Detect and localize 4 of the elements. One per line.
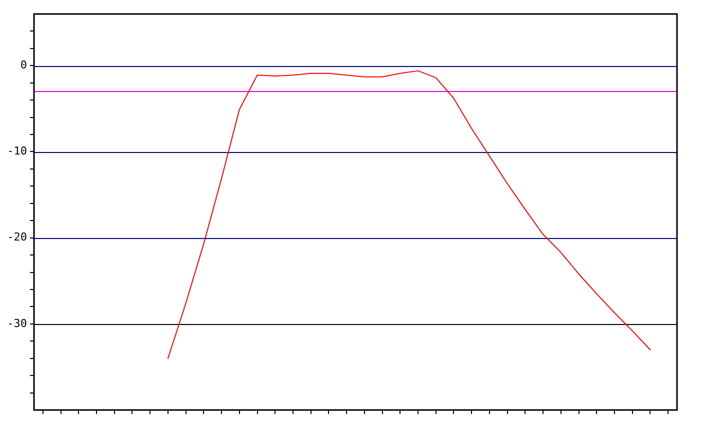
y-tick-label: -30 (7, 316, 27, 330)
y-tick-label: -20 (7, 230, 27, 244)
y-tick-label: -10 (7, 144, 27, 158)
y-tick-label: 0 (20, 58, 27, 72)
